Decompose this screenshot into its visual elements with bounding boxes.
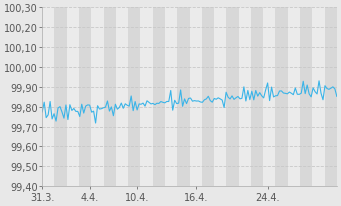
Bar bbox=[239, 8, 251, 186]
Bar bbox=[140, 8, 153, 186]
Bar bbox=[202, 8, 214, 186]
Bar bbox=[67, 8, 79, 186]
Bar bbox=[42, 8, 55, 186]
Bar bbox=[312, 8, 325, 186]
Bar bbox=[116, 8, 128, 186]
Bar bbox=[190, 8, 202, 186]
Bar bbox=[79, 8, 91, 186]
Bar bbox=[165, 8, 177, 186]
Bar bbox=[325, 8, 337, 186]
Bar bbox=[91, 8, 104, 186]
Bar bbox=[177, 8, 190, 186]
Bar bbox=[263, 8, 276, 186]
Bar bbox=[55, 8, 67, 186]
Bar bbox=[226, 8, 239, 186]
Bar bbox=[128, 8, 140, 186]
Bar bbox=[214, 8, 226, 186]
Bar bbox=[104, 8, 116, 186]
Bar bbox=[288, 8, 300, 186]
Bar bbox=[251, 8, 263, 186]
Bar bbox=[300, 8, 312, 186]
Bar bbox=[276, 8, 288, 186]
Bar bbox=[153, 8, 165, 186]
